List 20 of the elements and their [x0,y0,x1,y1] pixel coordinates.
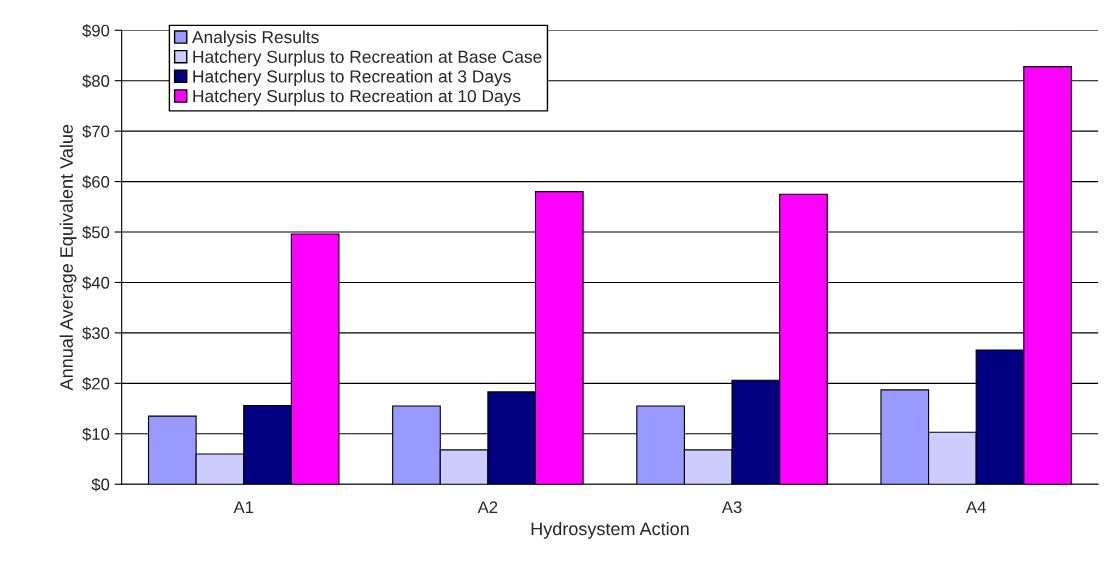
x-tick-label: A2 [477,501,498,513]
y-tick-label: $60 [82,175,110,189]
y-tick-label: $20 [82,377,110,391]
y-tick-label: $30 [82,326,110,341]
x-tick-label: A1 [233,501,254,513]
y-tick-label: $50 [82,225,110,240]
x-tick-label: A4 [966,501,986,513]
y-tick-label: $0 [91,477,110,492]
x-axis-title: Hydrosystem Action [531,521,689,539]
legend-label: Hatchery Surplus to Recreation at 3 Days [193,69,511,87]
y-tick-label: $90 [82,23,110,38]
y-tick-label: $80 [82,74,110,88]
legend-label: Hatchery Surplus to Recreation at Base Case [193,50,542,67]
legend-label: Hatchery Surplus to Recreation at 10 Days [193,89,521,106]
y-axis-title: Annual Average Equivalent Value [59,124,77,391]
x-tick-label: A3 [721,501,742,514]
legend-label: Analysis Results [192,30,319,47]
y-tick-label: $40 [82,276,110,290]
y-tick-label: $10 [82,427,110,441]
y-tick-label: $70 [82,124,110,139]
